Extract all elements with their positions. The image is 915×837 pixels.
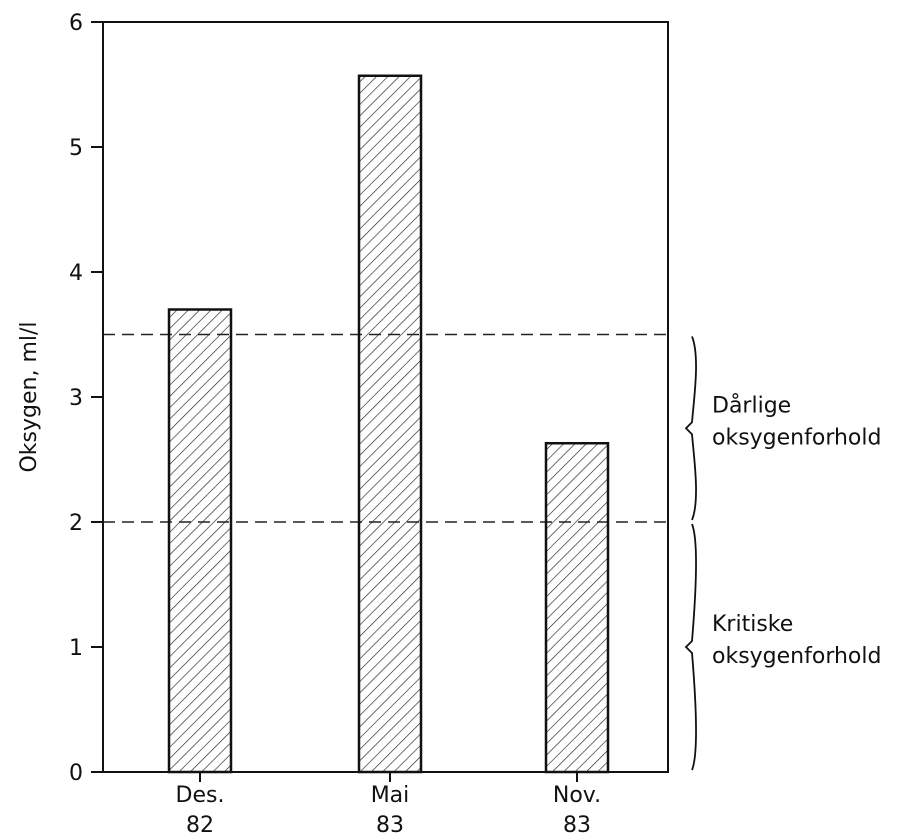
zone-label-line2: oksygenforhold	[712, 644, 881, 669]
y-axis: 0 1 2 3 4 5 6	[69, 11, 103, 786]
x-category-year: 83	[563, 813, 591, 837]
zone-label: Dårlige	[712, 392, 791, 418]
zone-annotations: Dårlige oksygenforhold Kritiske oksygenforh…	[684, 336, 881, 771]
curly-brace	[684, 523, 697, 771]
curly-brace	[684, 336, 697, 521]
y-tick-label: 3	[69, 386, 83, 411]
y-axis-label: Oksygen, ml/l	[17, 321, 42, 472]
x-category-label: Mai	[371, 783, 410, 808]
y-tick-label: 5	[69, 136, 83, 161]
zone-label-line2: oksygenforhold	[712, 425, 881, 450]
x-axis-categories: Des. 82 Mai 83 Nov. 83	[176, 772, 601, 837]
x-category-year: 82	[186, 813, 214, 837]
bar	[357, 74, 423, 774]
y-tick-label: 0	[69, 761, 83, 786]
zone-label: Kritiske	[712, 612, 793, 637]
y-tick-label: 6	[69, 11, 83, 36]
y-tick-label: 2	[69, 511, 83, 536]
bar	[167, 308, 233, 774]
bars	[167, 74, 610, 774]
x-category-label: Nov.	[553, 783, 601, 808]
x-category-year: 83	[376, 813, 404, 837]
x-category-label: Des.	[176, 783, 225, 808]
y-tick-label: 4	[69, 261, 83, 286]
bar	[544, 442, 610, 774]
y-tick-label: 1	[69, 636, 83, 661]
